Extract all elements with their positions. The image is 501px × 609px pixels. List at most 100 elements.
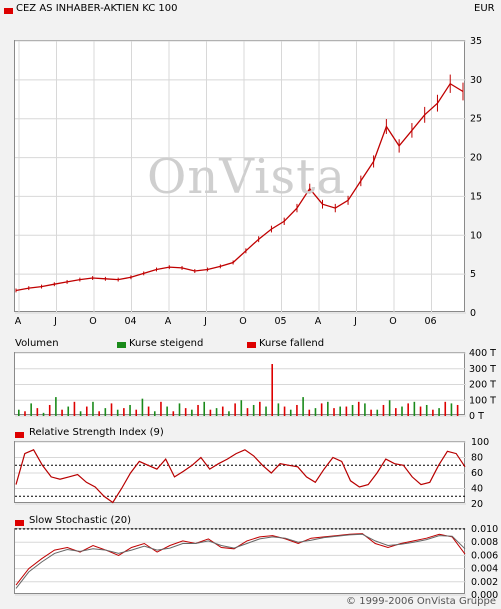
price-xtick-label: J [353, 316, 357, 327]
stochastic-chart [15, 528, 466, 596]
price-ytick-label: 0 [470, 308, 476, 319]
price-ytick-label: 10 [470, 230, 482, 241]
stoch-title: Slow Stochastic (20) [29, 515, 132, 526]
currency-label: EUR [474, 3, 495, 14]
volume-bar-up [166, 406, 168, 416]
volume-bar-up [203, 401, 206, 416]
volume-bar-down [283, 406, 286, 416]
volume-bar-down [419, 406, 422, 416]
volume-bar-down [123, 408, 125, 416]
rsi-panel [14, 441, 466, 505]
volume-bar-down [135, 409, 138, 416]
price-xtick-label: J [203, 316, 207, 327]
price-ytick-label: 25 [470, 114, 482, 125]
volume-bar-up [55, 397, 57, 416]
volume-bar-up [116, 409, 119, 416]
price-ytick-label: 35 [470, 36, 482, 47]
volume-bar-down [209, 409, 212, 416]
volume-bar-up [364, 403, 366, 416]
volume-bar-down [444, 401, 447, 416]
price-xtick-label: O [389, 316, 396, 327]
volume-bar-down [160, 401, 162, 416]
volume-bar-down [333, 408, 335, 416]
rsi-ytick-label: 20 [471, 499, 483, 510]
volume-ytick-label: 400 T [469, 348, 496, 359]
volume-bar-down [370, 409, 372, 416]
stoch-panel [14, 528, 466, 596]
price-xtick-label: A [15, 316, 22, 327]
price-xtick-label: O [239, 316, 246, 327]
volume-bar-up [277, 403, 280, 416]
volume-bar-down [320, 403, 323, 416]
stoch-ytick-label: 0.004 [471, 564, 498, 575]
legend-up-swatch [117, 342, 126, 348]
volume-bar-up [339, 406, 341, 416]
rsi-swatch [15, 432, 24, 438]
volume-bar-up [388, 400, 391, 416]
volume-bar-up [327, 401, 329, 416]
legend-down-swatch [247, 342, 256, 348]
volume-bar-down [456, 404, 459, 416]
volume-bar-down [110, 403, 113, 416]
rsi-title: Relative Strength Index (9) [29, 427, 164, 438]
volume-bar-up [92, 401, 94, 416]
volume-bar-down [271, 364, 274, 416]
volume-bar-down [98, 411, 100, 416]
volume-bar-down [395, 408, 397, 416]
stoch-ytick-label: 0.010 [471, 524, 498, 535]
volume-bar-up [438, 408, 440, 416]
rsi-chart [15, 441, 466, 505]
volume-bar-up [376, 409, 379, 416]
volume-bar-up [18, 409, 20, 416]
volume-bar-up [141, 398, 144, 416]
rsi-ytick-label: 60 [471, 468, 483, 479]
rsi-ytick-label: 40 [471, 484, 483, 495]
volume-bar-up [425, 404, 428, 416]
price-xtick-label: 05 [274, 316, 286, 327]
price-ytick-label: 5 [470, 269, 476, 280]
volume-chart [15, 352, 466, 417]
volume-bar-up [450, 403, 453, 416]
stoch-swatch [15, 520, 24, 526]
legend-up-label: Kurse steigend [129, 338, 204, 349]
volume-ytick-label: 0 T [469, 411, 484, 422]
volume-panel [14, 352, 466, 417]
volume-bar-down [221, 406, 224, 416]
volume-bar-down [382, 404, 385, 416]
volume-ytick-label: 100 T [469, 395, 496, 406]
volume-bar-down [61, 409, 63, 416]
price-xtick-label: J [53, 316, 57, 327]
stoch-line-k [15, 533, 466, 586]
volume-bar-up [401, 406, 403, 416]
rsi-ytick-label: 100 [471, 437, 489, 448]
title-swatch [4, 8, 13, 14]
price-ytick-label: 15 [470, 191, 482, 202]
price-xtick-label: 06 [424, 316, 436, 327]
price-ytick-label: 30 [470, 75, 482, 86]
volume-bar-up [413, 401, 416, 416]
price-xtick-label: 04 [124, 316, 136, 327]
volume-bar-up [30, 403, 32, 416]
legend-down-label: Kurse fallend [259, 338, 325, 349]
volume-bar-down [357, 401, 360, 416]
volume-bar-down [432, 409, 434, 416]
price-xtick-label: A [165, 316, 172, 327]
volume-bar-down [197, 404, 199, 416]
volume-bar-down [184, 408, 187, 416]
volume-bar-down [24, 411, 26, 416]
price-xtick-label: A [315, 316, 322, 327]
volume-bar-up [153, 411, 156, 416]
volume-bar-down [308, 409, 311, 416]
volume-bar-down [407, 403, 409, 416]
rsi-ytick-label: 80 [471, 453, 483, 464]
volume-bar-down [234, 403, 236, 416]
volume-bar-up [42, 412, 45, 416]
volume-bar-up [289, 409, 292, 416]
price-line [15, 82, 464, 292]
stoch-ytick-label: 0.006 [471, 550, 498, 561]
chart-title: CEZ AS INHABER-AKTIEN KC 100 [16, 3, 178, 14]
volume-ytick-label: 200 T [469, 380, 496, 391]
volume-bar-up [178, 403, 181, 416]
volume-bar-up [302, 397, 304, 416]
